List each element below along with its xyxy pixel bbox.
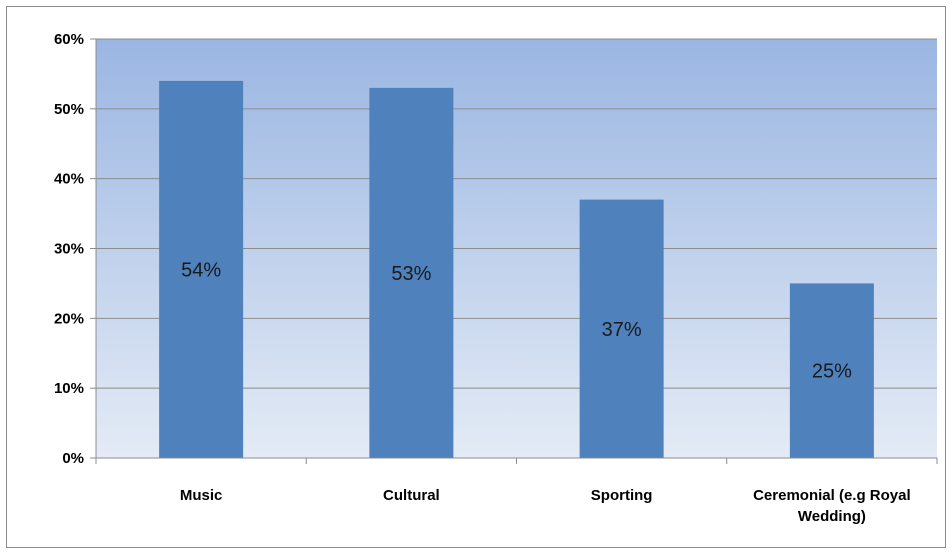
axes	[90, 38, 938, 464]
data-label: 54%	[181, 259, 221, 281]
y-tick-label: 50%	[54, 101, 84, 118]
bar	[579, 199, 664, 458]
data-label: 37%	[602, 319, 642, 341]
y-tick-label: 20%	[54, 310, 84, 327]
y-tick-label: 0%	[62, 450, 84, 467]
x-category-label: Cultural	[383, 487, 440, 504]
y-tick-label: 40%	[54, 171, 84, 188]
y-axis-ticks: 0% 10% 20% 30% 40% 50% 60%	[54, 31, 84, 467]
data-label: 53%	[391, 263, 431, 285]
x-axis-labels: Music Cultural Sporting Ceremonial (e.g Roy…	[180, 487, 911, 525]
bar	[789, 283, 874, 458]
bar	[159, 80, 244, 459]
x-category-label: Music	[180, 487, 223, 504]
y-tick-label: 30%	[54, 241, 84, 258]
x-category-label: Ceremonial (e.g Royal Wedding)	[753, 487, 911, 525]
data-label: 25%	[812, 361, 852, 383]
bar	[369, 87, 454, 458]
bars	[159, 80, 874, 459]
y-tick-label: 60%	[54, 31, 84, 48]
y-tick-label: 10%	[54, 380, 84, 397]
x-category-label: Sporting	[591, 487, 653, 504]
data-labels: 54% 53% 37% 25%	[181, 259, 852, 382]
